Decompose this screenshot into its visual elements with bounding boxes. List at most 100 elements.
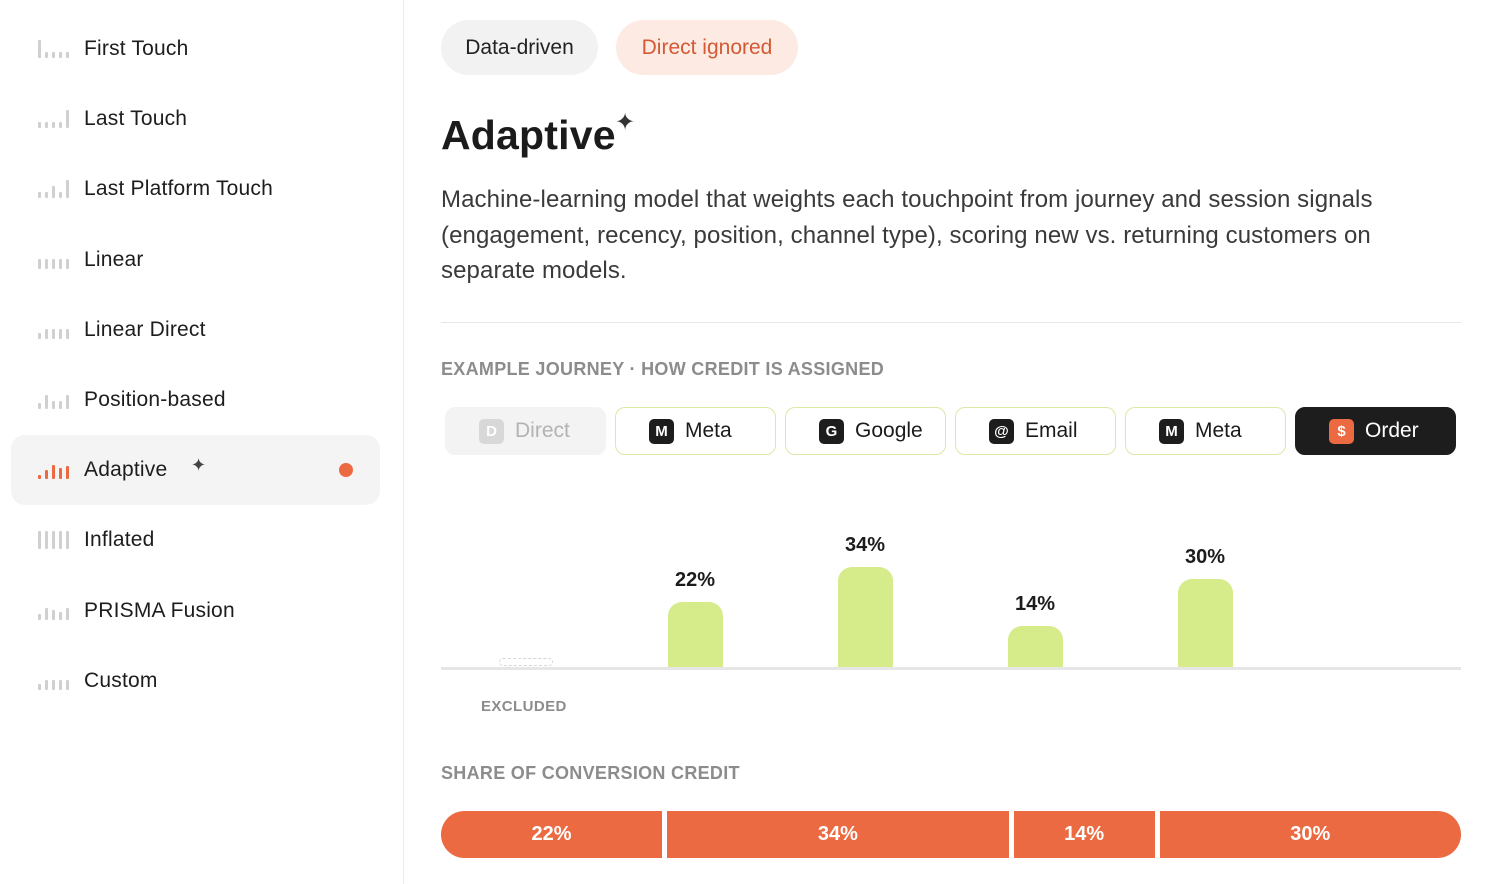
mini-bar xyxy=(38,531,41,550)
journey-step-email[interactable]: @ Email xyxy=(955,407,1116,455)
mini-bar xyxy=(52,609,55,620)
sidebar-item-label: Linear xyxy=(84,247,144,271)
chart-baseline xyxy=(441,667,1461,670)
mini-bar xyxy=(38,40,41,58)
share-segment: 14% xyxy=(1008,811,1155,858)
mini-bar xyxy=(66,395,69,409)
mini-bar xyxy=(45,192,48,199)
sidebar-item-position-based[interactable]: Position-based xyxy=(11,365,380,435)
model-detail-panel: Data-driven Direct ignored Adaptive ✦ Ma… xyxy=(441,0,1461,884)
mini-bar xyxy=(59,52,62,58)
mini-bar xyxy=(38,683,41,690)
share-segment: 30% xyxy=(1154,811,1461,858)
mini-bar xyxy=(66,52,69,58)
journey-step-meta[interactable]: M Meta xyxy=(615,407,776,455)
mini-bar xyxy=(52,679,55,690)
credit-bar xyxy=(838,567,893,667)
last-touch-bars-icon xyxy=(38,84,72,154)
credit-bar xyxy=(1008,625,1063,667)
sidebar-item-label: Linear Direct xyxy=(84,317,206,341)
mini-bar xyxy=(66,110,69,129)
mini-bar xyxy=(45,328,48,339)
model-sidebar: First Touch Last Touch Last Platform Touch… xyxy=(0,0,404,884)
sidebar-item-label: Position-based xyxy=(84,388,226,411)
position-based-bars-icon xyxy=(38,365,72,435)
share-of-credit-bar: 22% 34% 14% 30% xyxy=(441,811,1461,858)
sidebar-item-linear-direct[interactable]: Linear Direct xyxy=(11,295,380,365)
sidebar-item-custom[interactable]: Custom xyxy=(11,646,380,716)
mini-bar xyxy=(59,531,62,550)
journey-step-label: Email xyxy=(1025,419,1078,442)
sidebar-item-inflated[interactable]: Inflated xyxy=(11,505,380,575)
bar-value-label: 14% xyxy=(1014,592,1056,615)
bar-value-label: 22% xyxy=(674,569,716,592)
data-driven-tag: Data-driven xyxy=(441,20,598,75)
bar-value-label: 30% xyxy=(1184,545,1226,568)
mini-bar xyxy=(66,679,69,690)
mini-bar xyxy=(45,679,48,690)
mini-bar xyxy=(59,328,62,339)
meta-channel-icon: M xyxy=(649,418,674,444)
mini-bar xyxy=(59,258,62,269)
mini-bar xyxy=(59,679,62,690)
linear-direct-bars-icon xyxy=(38,295,72,365)
mini-bar xyxy=(38,258,41,269)
bar-value-label: 34% xyxy=(844,534,886,556)
mini-bar xyxy=(52,258,55,269)
sidebar-item-label: Last Touch xyxy=(84,107,188,131)
journey-step-order[interactable]: $ Order xyxy=(1295,407,1456,455)
sidebar-item-last-platform-touch[interactable]: Last Platform Touch xyxy=(11,154,380,224)
mini-bar xyxy=(45,395,48,409)
mini-bar xyxy=(52,186,55,199)
mini-bar xyxy=(45,122,48,129)
share-segment: 22% xyxy=(441,811,663,858)
mini-bar xyxy=(52,465,55,480)
sparkle-icon: ✦ xyxy=(615,109,636,136)
linear-bars-icon xyxy=(38,225,72,295)
share-segment: 34% xyxy=(662,811,1009,858)
sidebar-item-linear[interactable]: Linear xyxy=(11,225,380,295)
sidebar-item-label: First Touch xyxy=(84,37,189,60)
direct-channel-icon: D xyxy=(479,418,504,444)
sidebar-item-label: PRISMA Fusion xyxy=(84,598,235,622)
journey-step-meta[interactable]: M Meta xyxy=(1125,407,1286,455)
mini-bar xyxy=(52,328,55,339)
last-platform-touch-bars-icon xyxy=(38,154,72,224)
mini-bar xyxy=(52,52,55,58)
active-indicator-dot xyxy=(339,463,353,478)
journey-step-google[interactable]: G Google xyxy=(785,407,946,455)
share-section-label: SHARE OF CONVERSION CREDIT xyxy=(441,763,740,783)
prisma-fusion-bars-icon xyxy=(38,576,72,646)
mini-bar xyxy=(66,531,69,550)
mini-bar xyxy=(52,122,55,129)
mini-bar xyxy=(66,180,69,199)
model-title: Adaptive xyxy=(441,112,616,158)
credit-bar xyxy=(1178,578,1233,667)
model-description: Machine-learning model that weights each… xyxy=(441,186,1373,284)
inflated-bars-icon xyxy=(38,505,72,575)
mini-bar xyxy=(59,192,62,199)
sidebar-item-prisma-fusion[interactable]: PRISMA Fusion xyxy=(11,576,380,646)
sidebar-item-label: Custom xyxy=(84,668,158,692)
sidebar-item-first-touch[interactable]: First Touch xyxy=(11,14,380,84)
mini-bar xyxy=(59,122,62,129)
journey-step-label: Order xyxy=(1365,419,1419,442)
journey-step-label: Meta xyxy=(1195,419,1242,442)
mini-bar xyxy=(45,52,48,58)
sidebar-item-label: Last Platform Touch xyxy=(84,177,274,201)
journey-step-label: Direct xyxy=(515,419,570,442)
credit-bar xyxy=(668,602,723,667)
mini-bar xyxy=(38,332,41,339)
mini-bar xyxy=(52,401,55,409)
journey-step-direct[interactable]: D Direct xyxy=(445,407,606,455)
credit-bar-chart: EXCLUDED 22% 34% 14% 30% xyxy=(441,480,1461,720)
meta-channel-icon: M xyxy=(1159,418,1184,444)
sidebar-item-last-touch[interactable]: Last Touch xyxy=(11,84,380,154)
mini-bar xyxy=(38,613,41,620)
mini-bar xyxy=(45,607,48,620)
sidebar-item-adaptive[interactable]: Adaptive ✦ xyxy=(11,435,380,506)
mini-bar xyxy=(66,607,69,620)
custom-bars-icon xyxy=(38,646,72,716)
mini-bar xyxy=(59,401,62,409)
mini-bar xyxy=(38,403,41,409)
